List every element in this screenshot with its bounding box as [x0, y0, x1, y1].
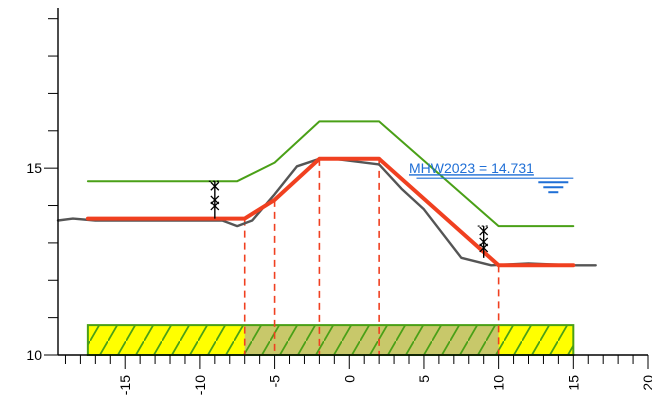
x-tick-label: 15	[565, 375, 581, 391]
dimension-cross-b-2	[479, 243, 489, 253]
water-level-icon	[538, 181, 569, 194]
upper-profile-line	[86, 120, 575, 228]
x-tick-label: 5	[416, 375, 432, 383]
dimension-marks	[208, 180, 490, 258]
band-hatch	[86, 324, 575, 356]
vertical-markers	[243, 158, 500, 355]
x-tick-label: -10	[192, 375, 208, 395]
dimension-cross-b-0	[210, 181, 220, 191]
water-level-annotation: MHW2023 = 14.731	[409, 160, 574, 194]
water-level-label: MHW2023 = 14.731	[409, 160, 534, 176]
x-tick-label: 0	[341, 375, 357, 383]
x-tick-label: 10	[491, 375, 507, 391]
x-tick-label: 20	[640, 375, 652, 391]
x-tick-label: -15	[117, 375, 133, 395]
base-band	[86, 324, 575, 356]
profile-lines	[56, 120, 597, 268]
y-tick-label: 15	[26, 160, 42, 176]
x-tick-label: -5	[267, 375, 283, 388]
dimension-mark-1	[208, 180, 221, 219]
axes: -15 -10 -5 0 5 10 15 20 10 15	[26, 8, 652, 395]
dimension-mark-2	[477, 225, 490, 258]
y-tick-label: 10	[26, 347, 42, 363]
design-profile-line	[85, 156, 576, 268]
dimension-cross-b-2	[210, 201, 220, 211]
dimension-cross-b-0	[479, 226, 489, 236]
